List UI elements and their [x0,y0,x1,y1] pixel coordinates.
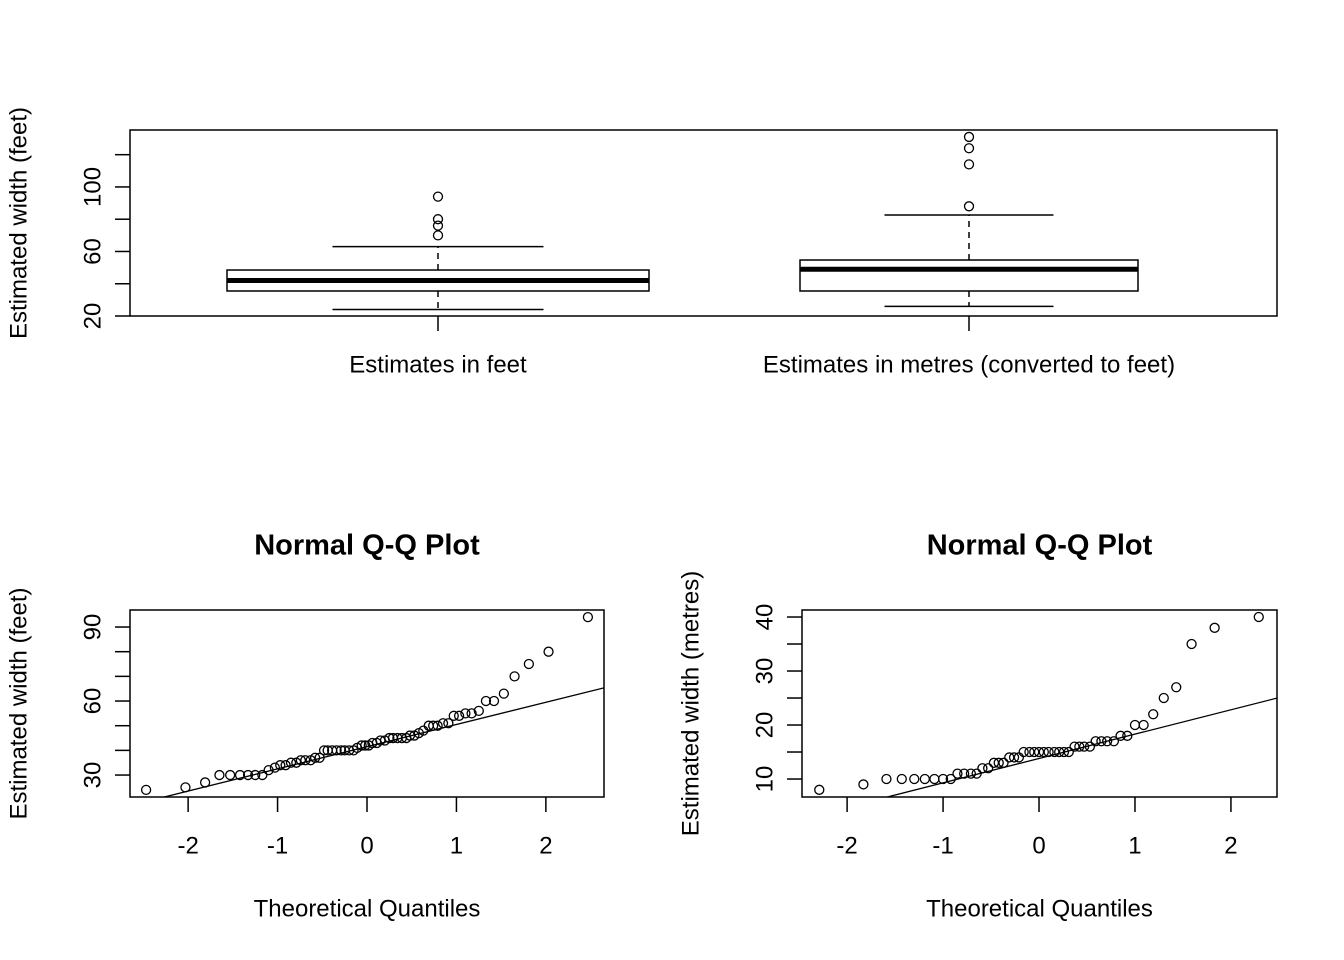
point [453,710,465,721]
y-tick-label: 20 [79,303,106,330]
plot-frame [129,129,1278,317]
point [225,769,236,781]
point [318,745,330,756]
point [140,784,152,795]
x-tick-label: 1 [450,832,463,859]
point [214,769,225,781]
x-axis-label: Theoretical Quantiles [254,895,481,922]
point [1158,692,1169,704]
outlier [963,131,975,143]
point [234,769,246,781]
qq-line [884,697,1277,797]
point [1122,730,1133,741]
point [356,740,367,751]
point [432,720,443,731]
x-tick-label: 1 [1128,832,1141,859]
y-tick-label: 60 [79,688,106,715]
point [582,612,594,623]
point [443,718,454,729]
point [1102,736,1113,747]
point [1018,746,1029,758]
point [543,646,554,657]
outlier [432,214,444,225]
point [1253,611,1264,623]
y-axis-label: Estimated width (feet) [5,587,32,819]
point [335,745,347,756]
point [1038,746,1049,758]
point [945,773,956,785]
chart-title: Normal Q-Q Plot [254,530,480,562]
y-tick-label: 20 [751,712,778,739]
y-tick-label: 90 [79,614,106,641]
x-tick-label: -2 [177,832,198,859]
point [523,658,535,670]
point [448,710,459,721]
y-tick-label: 100 [79,167,106,207]
x-tick-label: 2 [539,832,552,859]
point [257,769,268,781]
outlier [432,220,444,231]
point [858,779,869,790]
point [509,671,520,682]
point [983,763,994,774]
outlier [963,159,975,170]
point [498,688,509,699]
point [1148,709,1159,720]
outlier [432,191,444,202]
point [881,773,892,785]
x-tick-label: 0 [1032,832,1045,859]
point [384,732,395,744]
point [480,695,492,707]
point [814,784,825,795]
x-tick-label: -1 [267,832,288,859]
x-tick-label: Estimates in metres (converted to feet) [763,351,1175,378]
point [909,773,920,785]
point [952,768,963,779]
outlier [963,143,975,154]
point [1186,638,1197,650]
point [466,708,477,719]
point [896,773,907,785]
point [488,695,500,707]
x-tick-label: -2 [836,832,857,859]
point [285,757,297,768]
x-tick-label: 0 [360,832,373,859]
chart-title: Normal Q-Q Plot [927,530,1153,562]
y-tick-label: 30 [751,658,778,685]
x-tick-label: -1 [932,832,953,859]
point [275,760,286,771]
x-tick-label: 2 [1224,832,1237,859]
y-axis-label: Estimated width (metres) [677,571,704,836]
point [269,762,281,773]
y-axis-label: Estimated width (feet) [5,107,32,339]
y-tick-label: 10 [751,766,778,793]
outlier [432,230,444,241]
y-tick-label: 30 [79,762,106,789]
point [1078,741,1090,752]
point [1209,622,1220,633]
x-tick-label: Estimates in feet [349,351,527,378]
point [1171,682,1182,693]
point [993,757,1004,768]
y-tick-label: 60 [79,238,106,265]
point [295,755,306,766]
point [460,708,471,719]
qq-line [161,687,604,797]
x-axis-label: Theoretical Quantiles [926,895,1153,922]
point [1115,730,1126,741]
point [473,705,484,717]
point [1008,752,1020,763]
point [1090,736,1101,747]
y-tick-label: 40 [751,604,778,631]
point [1138,719,1149,731]
point [1058,746,1070,758]
outlier [963,201,975,212]
point [965,768,977,779]
